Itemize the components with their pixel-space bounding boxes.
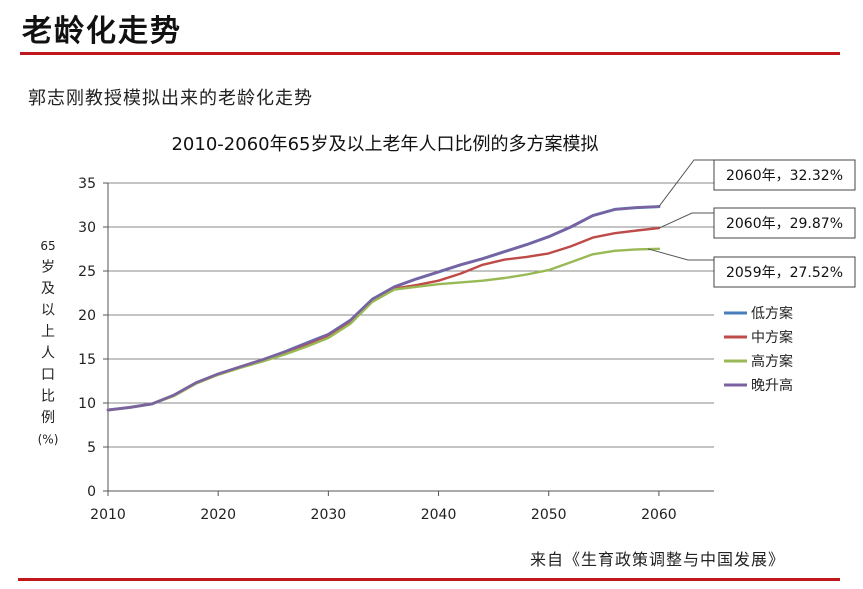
x-tick-label: 2010 — [90, 507, 126, 523]
callout-leader — [647, 248, 714, 261]
y-tick-label: 5 — [87, 440, 96, 456]
callout-leader — [658, 159, 714, 207]
callout-text: 2060年，29.87% — [726, 216, 843, 232]
chart-title: 2010-2060年65岁及以上老年人口比例的多方案模拟 — [171, 134, 598, 155]
y-tick-label: 20 — [78, 308, 96, 324]
y-axis-label-part: (%) — [38, 433, 59, 447]
callout-text: 2059年，27.52% — [726, 265, 843, 281]
footer-divider — [18, 578, 840, 581]
y-tick-label: 30 — [78, 220, 96, 236]
series-line-4 — [106, 205, 661, 412]
legend-label: 晚升高 — [751, 377, 793, 394]
callout-box — [713, 207, 856, 239]
series-lines — [106, 205, 661, 412]
callout-box — [713, 159, 856, 191]
series-line-1 — [106, 205, 661, 412]
page-title: 老龄化走势 — [22, 14, 182, 49]
legend-label: 中方案 — [751, 329, 793, 346]
x-tick-label: 2030 — [311, 507, 347, 523]
x-tick-label: 2060 — [641, 507, 677, 523]
y-axis-label-part: 比 — [41, 389, 55, 405]
callout-box — [713, 256, 856, 288]
gridlines — [108, 182, 714, 448]
series-line-2 — [106, 226, 661, 412]
y-tick-label: 10 — [78, 396, 96, 412]
title-divider — [20, 52, 840, 55]
y-axis-label-part: 例 — [41, 410, 55, 426]
y-axis-label-part: 65 — [40, 239, 55, 253]
callout-text: 2060年，32.32% — [726, 168, 843, 184]
y-tick-label: 35 — [78, 176, 96, 192]
legend-label: 高方案 — [751, 353, 793, 370]
y-axis-label-part: 以 — [41, 303, 55, 319]
x-tick-label: 2050 — [531, 507, 567, 523]
y-axis-label-part: 口 — [41, 367, 55, 383]
y-axis-label-part: 岁 — [41, 260, 55, 276]
x-tick-label: 2020 — [200, 507, 236, 523]
callout-leader — [658, 212, 714, 229]
axes: 0 5 10 15 20 25 30 35 2010 2020 2030 2040 2050 2060 — [78, 176, 714, 523]
legend-label: 低方案 — [751, 305, 793, 322]
y-axis-label-part: 及 — [41, 281, 55, 297]
page-subtitle: 郭志刚教授模拟出来的老龄化走势 — [28, 88, 313, 109]
y-tick-label: 15 — [78, 352, 96, 368]
y-axis-label-part: 上 — [41, 324, 55, 340]
y-axis-label-part: 人 — [41, 346, 55, 362]
x-tick-label: 2040 — [421, 507, 457, 523]
y-tick-label: 0 — [87, 484, 96, 500]
callouts: 2060年，32.32% 2060年，29.87% 2059年，27.52% — [647, 159, 856, 288]
y-tick-label: 25 — [78, 264, 96, 280]
source-note: 来自《生育政策调整与中国发展》 — [530, 550, 786, 569]
